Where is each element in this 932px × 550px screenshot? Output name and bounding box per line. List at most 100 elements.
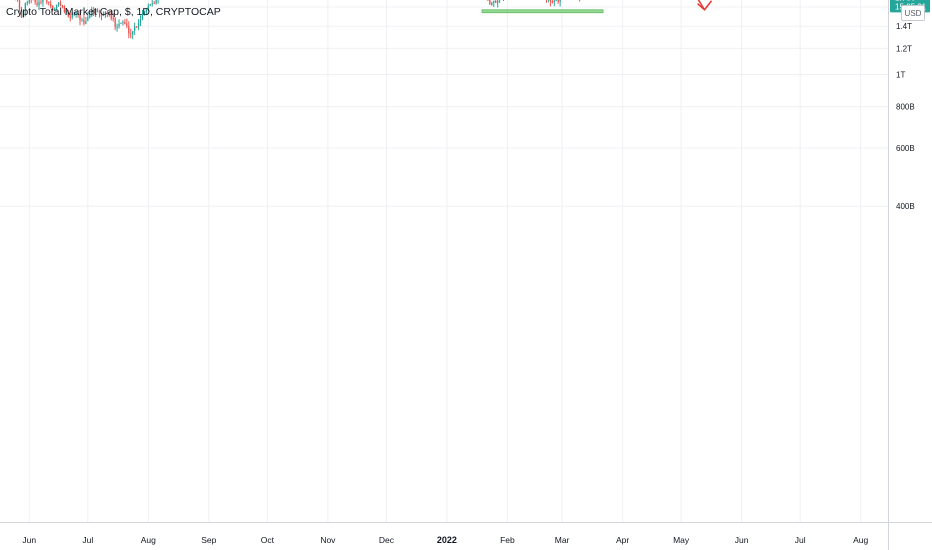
x-tick-label: 2022 [437, 535, 457, 545]
x-tick-label: Feb [500, 535, 515, 545]
x-tick-label: Jun [22, 535, 36, 545]
candle-body [53, 8, 56, 10]
candle [141, 9, 144, 21]
y-tick-label: 800B [896, 103, 915, 112]
candle-body [124, 22, 126, 24]
candle [89, 12, 91, 19]
candle-body [87, 17, 89, 21]
candle [20, 6, 23, 18]
candle [122, 20, 124, 26]
candle-body [118, 24, 120, 27]
candle [28, 0, 30, 5]
candle-body [132, 31, 134, 35]
candle-body [145, 8, 148, 13]
candle [108, 11, 110, 17]
candle-body [122, 22, 124, 24]
candle-body [133, 26, 136, 31]
candle-body [42, 0, 44, 3]
candle [557, 0, 559, 4]
candle [114, 17, 116, 31]
candle-body [65, 11, 68, 13]
candle [98, 9, 101, 18]
candle-body [147, 6, 150, 10]
candle-body [20, 9, 23, 18]
candle-body [81, 20, 83, 22]
candle [110, 9, 112, 21]
candle-body [489, 0, 491, 5]
candle-body [79, 14, 81, 21]
candle [579, 0, 581, 2]
candle-body [77, 12, 79, 15]
candle-body [96, 10, 99, 13]
candle-body [153, 2, 155, 4]
candle-body [69, 16, 71, 18]
x-tick-label: Aug [853, 535, 868, 545]
candle-body [549, 0, 552, 2]
x-tick-label: Jul [82, 535, 93, 545]
x-tick-label: Aug [141, 535, 156, 545]
candle [143, 11, 146, 16]
candle [549, 0, 552, 7]
candle-body [128, 26, 130, 34]
y-tick-label: 1T [896, 71, 905, 80]
candle [34, 0, 36, 5]
candle-body [491, 2, 493, 5]
currency-button[interactable]: USD [901, 5, 925, 21]
candle [85, 16, 87, 25]
candle-body [551, 1, 553, 3]
x-tick-label: May [673, 535, 690, 545]
candle-body [139, 19, 142, 23]
candle-body [89, 15, 91, 18]
candle-body [137, 22, 140, 27]
candle [83, 14, 85, 26]
candle-body [55, 4, 58, 9]
candle-body [52, 5, 54, 10]
candle-body [46, 0, 48, 3]
candle-body [130, 33, 132, 35]
x-tick-label: Dec [379, 535, 395, 545]
candle-body [112, 18, 114, 20]
candle [491, 1, 493, 6]
candle [42, 0, 44, 7]
candle [503, 0, 505, 2]
current-price-value: 1.76T [895, 0, 916, 2]
candle [133, 22, 136, 35]
support-zone [481, 9, 604, 14]
candle-body [73, 13, 75, 15]
candle [553, 0, 555, 7]
candle-body [98, 12, 101, 15]
candle-body [555, 0, 557, 1]
candle [116, 23, 118, 32]
candle-body [48, 1, 50, 4]
candle [135, 26, 138, 28]
candle-body [495, 0, 497, 3]
candle [126, 18, 128, 29]
candle-body [559, 0, 561, 2]
candle [65, 7, 68, 15]
candle-body [104, 11, 107, 14]
y-tick-label: 1.4T [896, 22, 912, 31]
candle [145, 8, 148, 16]
candle [22, 10, 25, 18]
candle-body [102, 14, 105, 16]
grid [0, 0, 888, 522]
candle [46, 0, 48, 5]
candle-body [496, 0, 499, 3]
candle-body [126, 23, 128, 26]
candle [96, 8, 99, 13]
candle [55, 4, 58, 11]
candle-body [22, 11, 25, 18]
candle [139, 15, 142, 27]
candle-body [120, 22, 122, 24]
y-tick-label: 1.2T [896, 44, 912, 53]
candle [61, 4, 64, 9]
candle [153, 0, 155, 4]
candle-body [83, 19, 85, 24]
chart-title: Crypto Total Market Cap, $, 1D, CRYPTOCA… [6, 6, 221, 18]
candle [69, 12, 71, 22]
candle [128, 21, 130, 39]
candle [36, 0, 38, 7]
candle [24, 2, 27, 17]
